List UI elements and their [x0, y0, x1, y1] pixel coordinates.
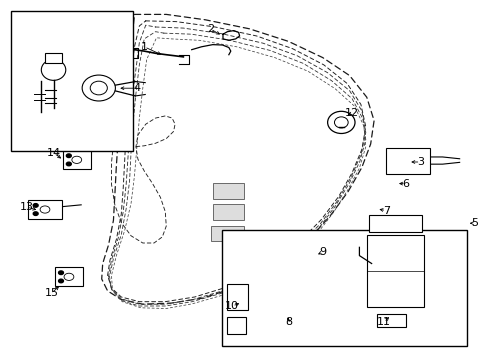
Text: 1: 1	[141, 42, 147, 52]
Text: 14: 14	[47, 148, 61, 158]
Bar	[44, 53, 62, 63]
Bar	[376, 314, 405, 327]
Bar	[366, 235, 424, 307]
Text: 2: 2	[206, 24, 213, 34]
Bar	[28, 200, 61, 219]
Circle shape	[33, 212, 38, 215]
Text: 3: 3	[416, 157, 423, 167]
Circle shape	[59, 279, 63, 283]
Bar	[227, 317, 245, 334]
Bar	[55, 267, 83, 286]
Bar	[212, 204, 244, 220]
Text: 12: 12	[345, 108, 358, 118]
Text: 5: 5	[470, 218, 477, 228]
Bar	[368, 215, 421, 232]
Circle shape	[66, 154, 71, 158]
Text: 7: 7	[382, 206, 389, 216]
Bar	[11, 11, 133, 151]
Text: 11: 11	[376, 317, 390, 327]
Text: 4: 4	[133, 83, 140, 93]
Bar	[212, 183, 244, 199]
Text: 13: 13	[20, 202, 34, 212]
Circle shape	[66, 162, 71, 166]
Text: 15: 15	[44, 288, 58, 298]
Text: 8: 8	[285, 317, 291, 327]
Bar	[227, 284, 247, 310]
Circle shape	[33, 204, 38, 207]
Circle shape	[59, 271, 63, 275]
Bar	[222, 230, 466, 346]
Text: 6: 6	[402, 179, 408, 189]
Bar	[62, 150, 91, 169]
Bar	[386, 148, 429, 174]
Text: 9: 9	[319, 247, 325, 257]
Bar	[211, 226, 244, 241]
Text: 10: 10	[225, 301, 239, 311]
